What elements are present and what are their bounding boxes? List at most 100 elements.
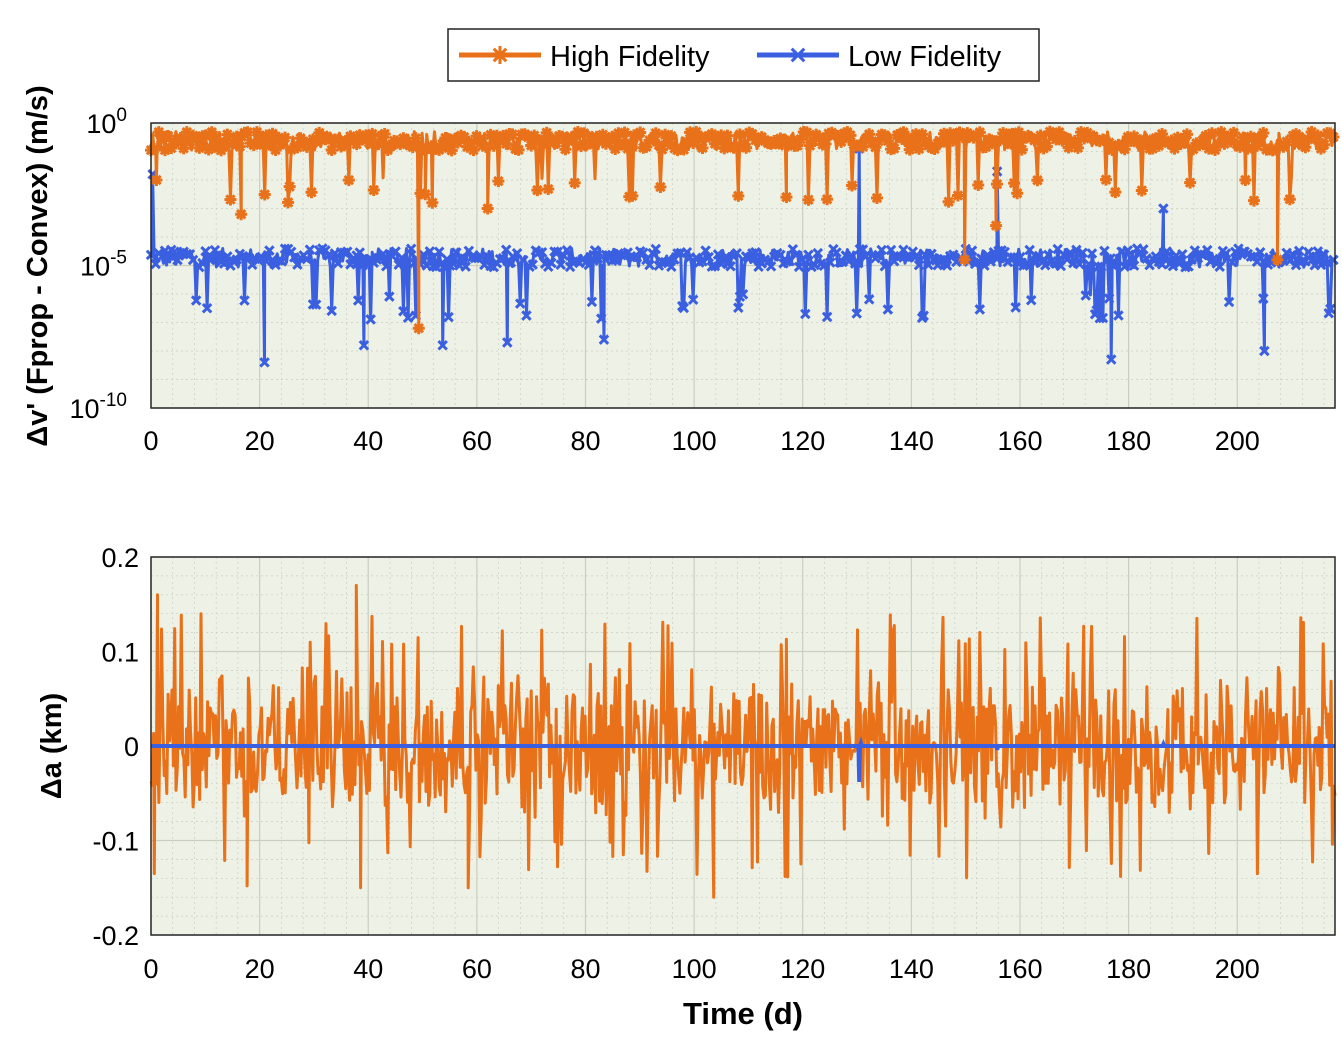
data-point-marker (1040, 140, 1053, 153)
data-point-marker (906, 137, 919, 150)
data-point-marker (832, 130, 845, 143)
data-point-marker (700, 245, 711, 256)
data-point-marker (1254, 246, 1266, 258)
data-point-marker (190, 295, 202, 306)
data-point-marker (528, 129, 541, 142)
data-point-marker (879, 260, 891, 272)
top-x-tick-label: 40 (353, 426, 383, 456)
data-point-marker (405, 243, 417, 255)
data-point-marker (1224, 135, 1237, 148)
bottom-y-axis-label: Δa (km) (36, 693, 68, 799)
data-point-marker (966, 245, 978, 256)
data-point-marker (172, 254, 183, 266)
data-point-marker (715, 129, 728, 142)
data-point-marker (918, 310, 929, 321)
data-point-marker (1167, 260, 1179, 272)
data-point-marker (350, 138, 363, 151)
data-point-marker (586, 296, 598, 308)
data-point-marker (396, 252, 408, 264)
bottom-y-tick-label: -0.2 (92, 921, 139, 951)
data-point-marker (571, 125, 584, 138)
data-point-marker (731, 247, 743, 259)
data-point-marker (1086, 248, 1098, 259)
data-point-marker (958, 253, 971, 266)
top-y-tick-label: 100 (86, 105, 127, 139)
data-point-marker (1033, 250, 1045, 262)
data-point-marker (746, 128, 759, 141)
data-point-marker (634, 126, 647, 139)
bottom-y-tick-label: -0.1 (92, 827, 139, 857)
data-point-marker (1251, 139, 1264, 152)
data-point-marker (155, 131, 168, 144)
data-point-marker (304, 244, 316, 255)
data-point-marker (326, 305, 337, 317)
data-point-marker (592, 253, 604, 264)
data-point-marker (1244, 130, 1257, 143)
data-point-marker (451, 136, 464, 149)
data-point-marker (1068, 134, 1081, 147)
data-point-marker (1321, 257, 1333, 268)
data-point-marker (352, 295, 364, 306)
data-point-marker (659, 128, 672, 141)
data-point-marker (1177, 248, 1188, 260)
data-point-marker (1135, 184, 1148, 197)
data-point-marker (521, 310, 532, 321)
top-x-tick-label: 60 (462, 426, 492, 456)
data-point-marker (380, 261, 392, 272)
data-point-marker (687, 137, 700, 150)
data-point-marker (322, 132, 335, 145)
data-point-marker (785, 134, 798, 147)
data-point-marker (399, 259, 411, 271)
data-point-marker (649, 127, 662, 140)
data-point-marker (1237, 131, 1250, 144)
data-point-marker (997, 127, 1010, 140)
data-point-marker (872, 135, 885, 148)
data-point-marker (1122, 245, 1134, 256)
data-point-marker (624, 137, 637, 150)
data-point-marker (437, 340, 448, 351)
bottom-x-tick-label: 180 (1106, 954, 1151, 984)
data-point-marker (1059, 131, 1072, 144)
data-point-marker (359, 129, 372, 142)
data-point-marker (365, 314, 376, 325)
data-point-marker (909, 128, 922, 141)
data-point-marker (800, 126, 813, 139)
top-panel: 100 10-5 10-10 0 20 40 60 80 100 120 140 160 180 200… (22, 85, 1340, 456)
data-point-marker (1303, 246, 1314, 258)
data-point-marker (1103, 136, 1116, 149)
data-point-marker (1205, 127, 1218, 140)
data-point-marker (258, 188, 271, 201)
data-point-marker (1287, 249, 1299, 260)
data-point-marker (813, 131, 826, 144)
data-point-marker (384, 291, 395, 302)
data-point-marker (263, 138, 276, 151)
data-point-marker (418, 249, 429, 261)
data-point-marker (1149, 132, 1162, 145)
data-point-marker (1168, 142, 1181, 155)
data-point-marker (1311, 129, 1324, 142)
data-point-marker (1077, 247, 1088, 258)
data-point-marker (844, 129, 857, 142)
data-point-marker (1318, 249, 1330, 260)
data-point-marker (525, 139, 538, 152)
top-x-tick-label: 20 (245, 426, 275, 456)
data-point-marker (366, 127, 379, 140)
legend: High Fidelity Low Fidelity (447, 28, 1040, 82)
data-point-marker (678, 302, 690, 314)
data-point-marker (307, 299, 319, 310)
data-point-marker (878, 129, 891, 142)
data-point-marker (718, 142, 731, 155)
data-point-marker (1011, 257, 1023, 268)
data-point-marker (897, 126, 910, 139)
data-point-marker (378, 127, 391, 140)
top-markers-low-fidelity (145, 143, 1339, 368)
data-point-marker (721, 129, 734, 142)
data-point-marker (1028, 134, 1041, 147)
data-point-marker (587, 136, 600, 149)
data-point-marker (991, 253, 1003, 265)
data-point-marker (536, 247, 548, 258)
data-point-marker (595, 313, 607, 324)
data-point-marker (1233, 243, 1244, 254)
data-point-marker (1078, 132, 1091, 145)
data-point-marker (800, 308, 811, 320)
